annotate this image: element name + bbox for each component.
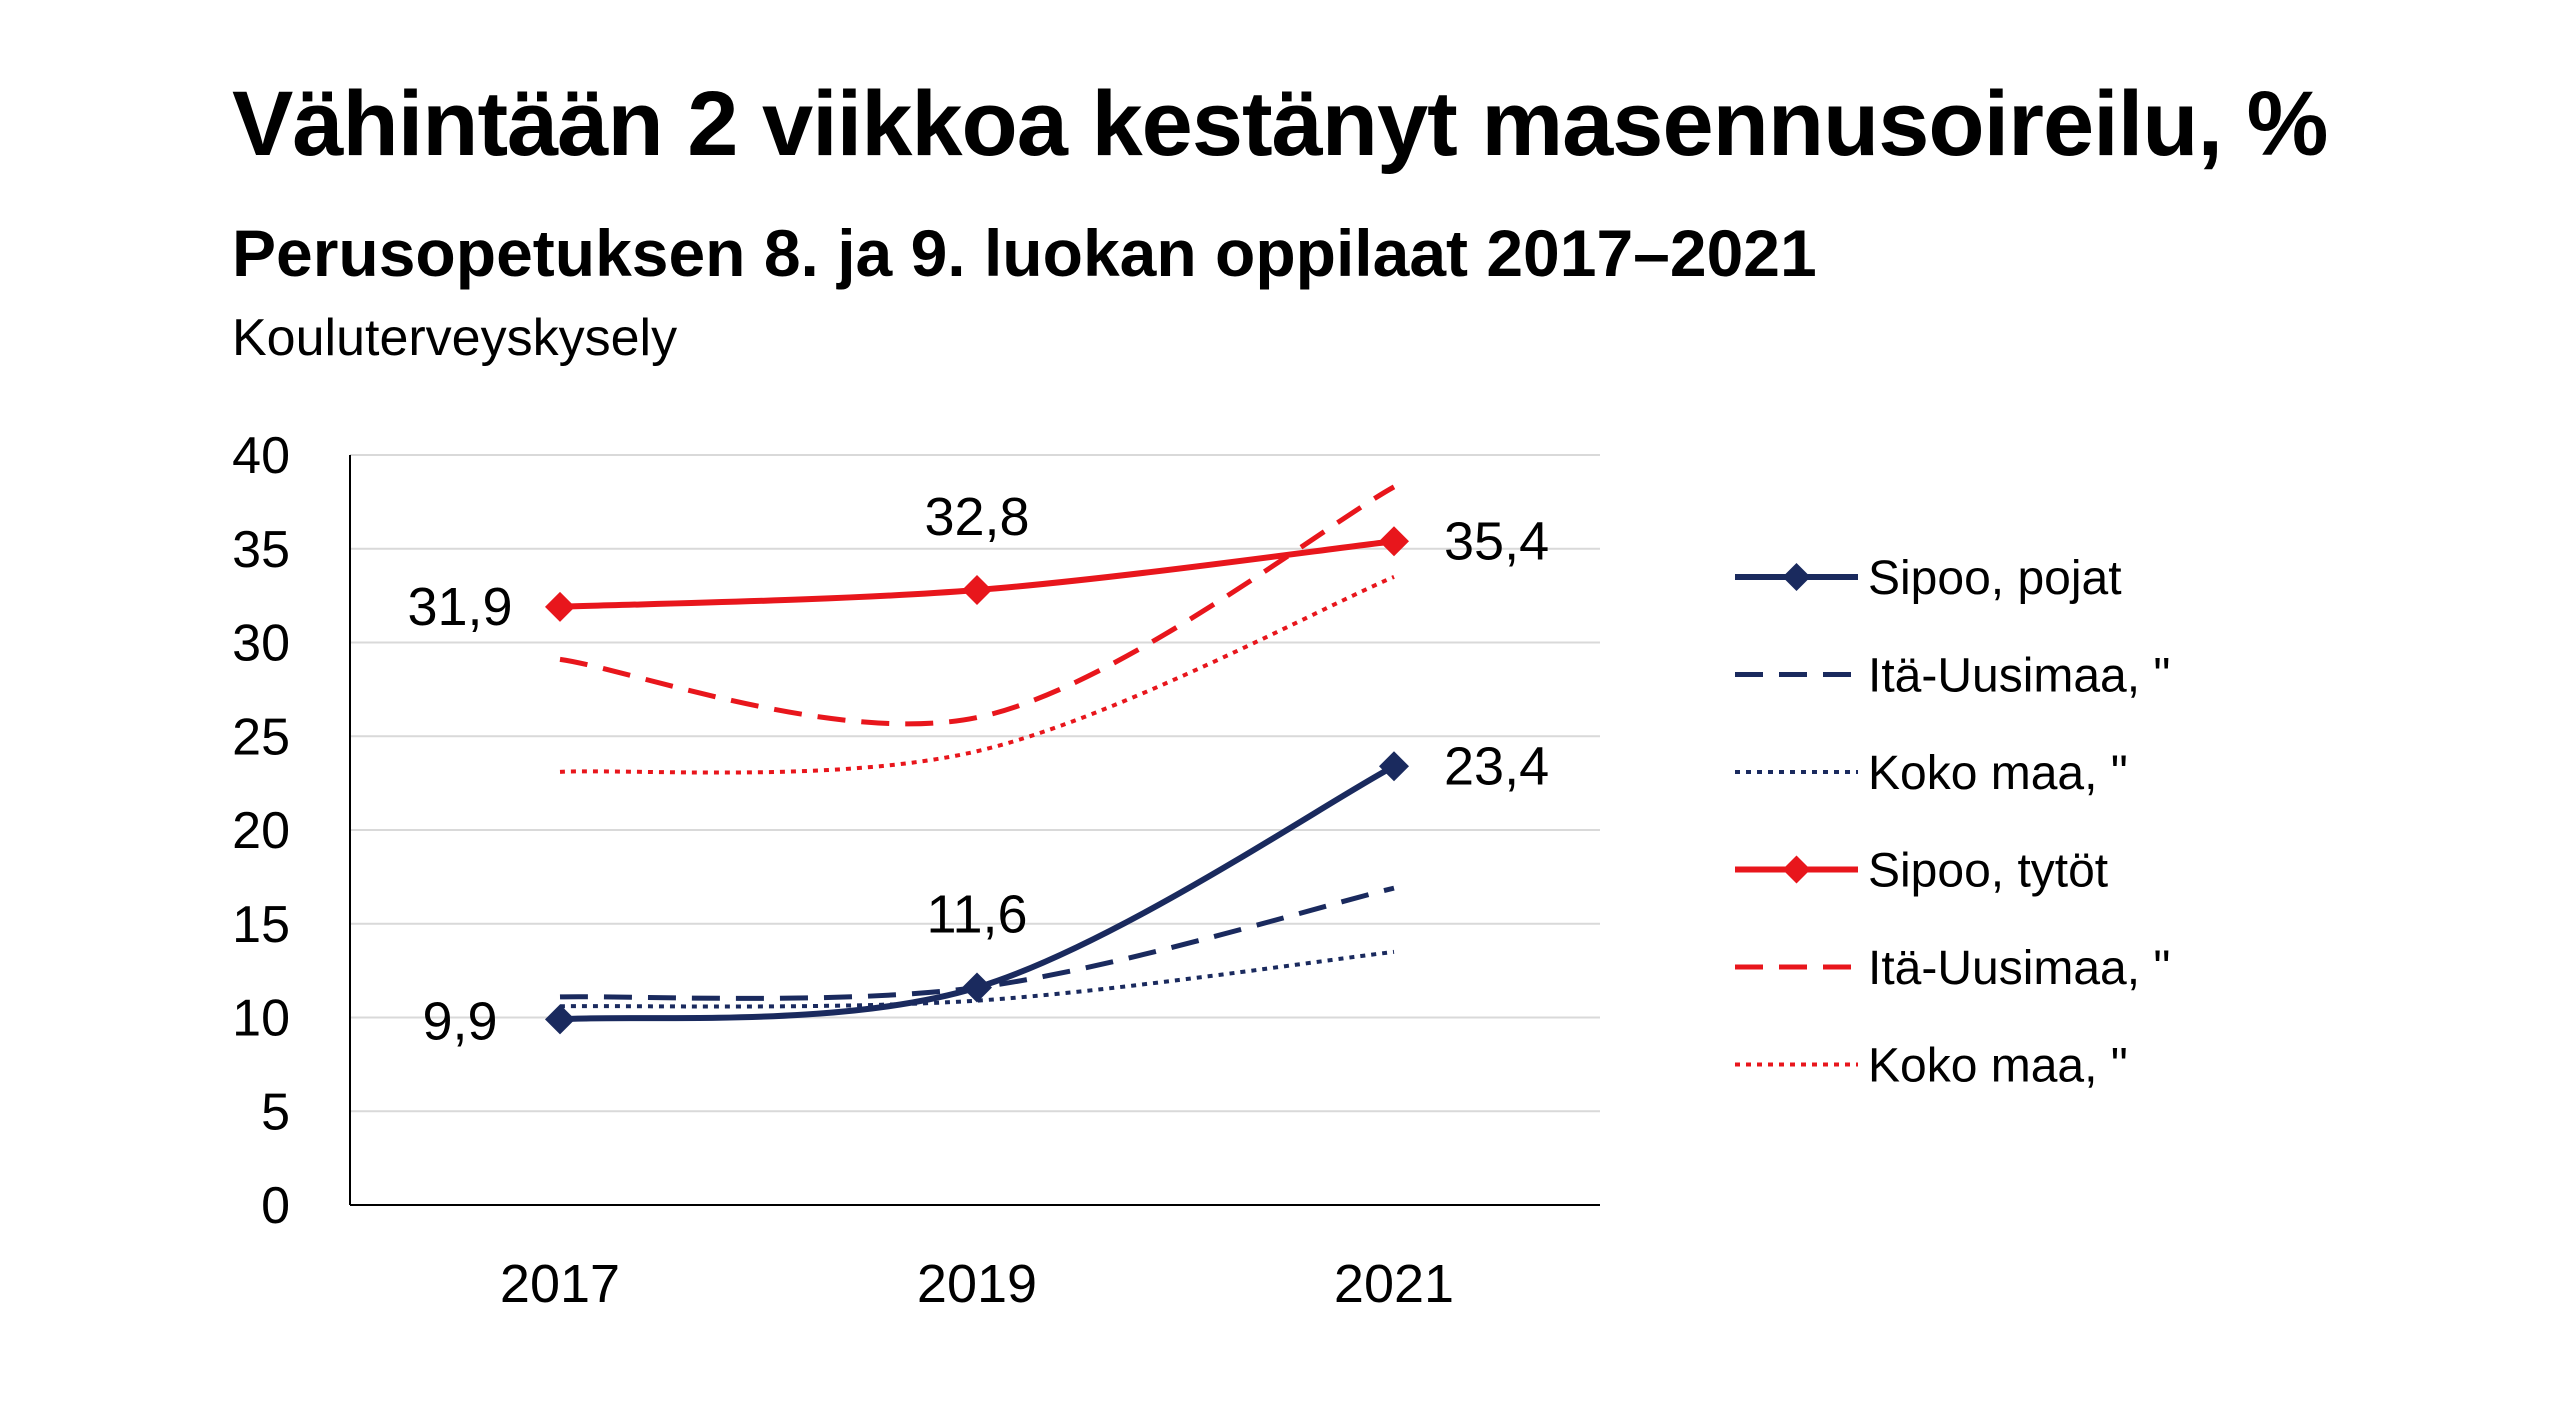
series-line-2 bbox=[559, 949, 1395, 1009]
data-point-marker bbox=[1379, 526, 1409, 557]
y-tick-label: 5 bbox=[261, 1083, 290, 1141]
data-labels: 9,9 11,6 23,4 31,9 32,8 35,4 bbox=[407, 487, 1549, 1051]
x-tick-label: 2019 bbox=[917, 1254, 1037, 1314]
y-tick-label: 35 bbox=[232, 521, 290, 579]
gridlines bbox=[350, 454, 1600, 1113]
axes: 0 5 10 15 20 25 30 35 40 2017 2019 2021 bbox=[232, 427, 1600, 1314]
legend-marker bbox=[1782, 563, 1811, 591]
legend-label: Koko maa, " bbox=[1868, 1040, 2128, 1093]
x-tick-label: 2021 bbox=[1334, 1254, 1454, 1314]
data-label: 32,8 bbox=[924, 487, 1029, 547]
data-label: 31,9 bbox=[407, 577, 512, 637]
y-tick-label: 20 bbox=[232, 802, 290, 860]
legend-label: Itä-Uusimaa, " bbox=[1868, 650, 2170, 703]
data-point-marker bbox=[545, 591, 575, 622]
data-point-marker bbox=[962, 972, 992, 1003]
y-tick-label: 0 bbox=[261, 1177, 290, 1235]
series-line-4 bbox=[559, 484, 1396, 727]
legend-label: Sipoo, tytöt bbox=[1868, 845, 2108, 898]
y-tick-label: 10 bbox=[232, 990, 290, 1048]
data-label: 35,4 bbox=[1444, 511, 1549, 571]
y-tick-label: 30 bbox=[232, 615, 290, 673]
y-tick-label: 25 bbox=[232, 708, 290, 766]
legend-label: Sipoo, pojat bbox=[1868, 552, 2122, 605]
data-label: 11,6 bbox=[926, 885, 1027, 945]
series-markers bbox=[545, 526, 1409, 1035]
chart-title: Vähintään 2 viikkoa kestänyt masennusoir… bbox=[232, 73, 2328, 175]
data-point-marker bbox=[545, 1004, 575, 1035]
chart-source: Kouluterveyskysely bbox=[232, 309, 678, 367]
chart-subtitle: Perusopetuksen 8. ja 9. luokan oppilaat … bbox=[232, 216, 1817, 290]
data-label: 9,9 bbox=[422, 991, 497, 1051]
legend: Sipoo, pojat Itä-Uusimaa, " Koko maa, " Sip… bbox=[1735, 552, 2170, 1093]
y-tick-label: 40 bbox=[232, 427, 290, 485]
series-line-5 bbox=[559, 575, 1395, 775]
data-label: 23,4 bbox=[1444, 736, 1549, 796]
x-tick-label: 2017 bbox=[500, 1254, 620, 1314]
legend-label: Koko maa, " bbox=[1868, 747, 2128, 800]
data-point-marker bbox=[1379, 751, 1409, 782]
legend-label: Itä-Uusimaa, " bbox=[1868, 942, 2170, 995]
legend-marker bbox=[1782, 855, 1811, 884]
y-tick-label: 15 bbox=[232, 896, 290, 954]
data-point-marker bbox=[962, 575, 992, 605]
